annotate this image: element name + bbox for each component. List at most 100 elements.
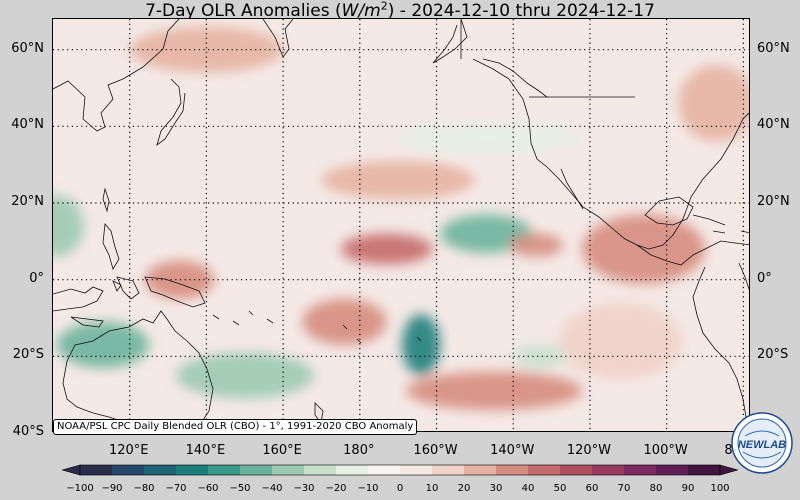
- colorbar-tick-label: −60: [197, 483, 219, 494]
- colorbar-tick-label: 40: [521, 483, 535, 494]
- negative-anomaly-region: [56, 321, 149, 368]
- colorbar-tick-label: 80: [649, 483, 663, 494]
- asia-coastline: [53, 19, 180, 132]
- longitude-label: 160°W: [413, 443, 458, 458]
- graticule: [53, 19, 749, 431]
- colorbar: [62, 464, 738, 476]
- colorbar-tick-label: 10: [425, 483, 439, 494]
- colorbar-max-arrow: [719, 464, 738, 476]
- positive-anomaly-region: [302, 298, 387, 345]
- longitude-label: 120°W: [566, 443, 612, 458]
- colorbar-tick-label: 60: [585, 483, 599, 494]
- map-title: 7-Day OLR Anomalies (W/m2) - 2024-12-10 …: [0, 0, 800, 22]
- colorbar-cell: [176, 465, 209, 475]
- right-latitude-label: 20°S: [757, 347, 789, 363]
- colorbar-cell: [112, 465, 145, 475]
- colorbar-tick-label: 100: [710, 483, 730, 494]
- central-america-coastline: [636, 240, 749, 266]
- title-suffix: ) - 2024-12-10 thru 2024-12-17: [387, 1, 655, 21]
- colorbar-cell: [496, 465, 529, 475]
- positive-anomaly-region: [405, 371, 583, 411]
- data-source-credit: NOAA/PSL CPC Daily Blended OLR (CBO) - 1…: [53, 419, 418, 435]
- colorbar-cell: [80, 465, 113, 475]
- right-latitude-label: 40°N: [757, 117, 790, 133]
- colorbar-cell: [400, 465, 433, 475]
- colorbar-tick-label: 20: [457, 483, 471, 494]
- right-latitude-label: 60°N: [757, 40, 790, 56]
- colorbar-tick-label: 90: [681, 483, 695, 494]
- right-latitude-label: 0°: [757, 270, 772, 286]
- positive-anomaly-region: [582, 214, 705, 284]
- colorbar-cell: [432, 465, 465, 475]
- anomaly-map-panel: [52, 18, 750, 432]
- title-unit-base: W/m: [341, 1, 381, 21]
- longitude-label: 100°W: [643, 443, 688, 458]
- political-borders: [460, 19, 635, 98]
- right-latitude-label: 20°N: [757, 194, 790, 209]
- negative-anomaly-region: [440, 214, 533, 253]
- baja-coastline: [560, 168, 584, 210]
- colorbar-tick-label: −80: [133, 483, 155, 494]
- colorbar-tick-label: −10: [357, 483, 379, 494]
- title-unit-exponent: 2: [380, 0, 388, 13]
- positive-anomaly-region: [145, 260, 215, 299]
- colorbar-tick-label: −40: [261, 483, 283, 494]
- logo-arc-top: [744, 430, 780, 437]
- left-latitude-label: 40°S: [12, 424, 44, 439]
- colorbar-tick-label: −20: [325, 483, 347, 494]
- positive-anomaly-region: [559, 302, 682, 380]
- new-guinea-coastline: [144, 276, 206, 308]
- positive-anomaly-region: [129, 26, 284, 73]
- colorbar-tick-label: 30: [489, 483, 503, 494]
- colorbar-cell: [336, 465, 369, 475]
- longitude-label: 140°E: [185, 443, 226, 458]
- colorbar-cells: [79, 464, 721, 476]
- colorbar-tick-label: −90: [101, 483, 123, 494]
- colorbar-cell: [464, 465, 497, 475]
- longitude-label: 180°: [343, 443, 375, 458]
- colorbar-cell: [656, 465, 689, 475]
- south-america-coastline: [692, 262, 749, 430]
- caribbean-coastline: [692, 214, 749, 234]
- colorbar-tick-label: 50: [553, 483, 567, 494]
- longitude-label: 120°E: [108, 443, 149, 458]
- kamchatka-coastline: [262, 19, 294, 58]
- logo-globe: [737, 418, 787, 468]
- longitude-label: 140°W: [490, 443, 535, 458]
- colorbar-min-arrow: [62, 464, 81, 476]
- positive-anomaly-region: [340, 233, 433, 265]
- colorbar-cell: [144, 465, 177, 475]
- left-latitude-label: 60°N: [11, 40, 44, 56]
- colorbar-cell: [304, 465, 337, 475]
- positive-anomaly-region: [321, 160, 475, 200]
- positive-anomaly-region: [678, 65, 749, 142]
- japan-coastline: [156, 78, 186, 147]
- negative-anomaly-region: [513, 344, 567, 368]
- philippines-coastline: [102, 223, 122, 292]
- logo-wordmark: NEWLAB: [738, 439, 786, 451]
- colorbar-tick-label: 70: [617, 483, 631, 494]
- colorbar-cell: [688, 465, 721, 475]
- negative-anomaly-region: [53, 195, 84, 257]
- colorbar-tick-label: 0: [396, 483, 404, 494]
- anomaly-map-svg: [53, 19, 749, 431]
- australia-coastline: [62, 310, 214, 431]
- colorbar-tick-label: −50: [229, 483, 251, 494]
- title-prefix: 7-Day OLR Anomalies (: [145, 1, 342, 21]
- colorbar-cell: [528, 465, 561, 475]
- left-latitude-label: 40°N: [11, 117, 44, 133]
- colorbar-cell: [368, 465, 401, 475]
- colorbar-cell: [272, 465, 305, 475]
- colorbar-cell: [240, 465, 273, 475]
- logo-arc: [742, 451, 782, 459]
- positive-anomaly-region: [509, 233, 564, 257]
- colorbar-tick-label: −100: [66, 483, 94, 494]
- left-latitude-label: 20°S: [12, 347, 44, 363]
- colorbar-cell: [560, 465, 593, 475]
- negative-anomaly-region: [394, 122, 579, 154]
- colorbar-cell: [624, 465, 657, 475]
- negative-anomaly-region: [175, 352, 314, 399]
- colorbar-cell: [592, 465, 625, 475]
- colorbar-tick-label: −30: [293, 483, 315, 494]
